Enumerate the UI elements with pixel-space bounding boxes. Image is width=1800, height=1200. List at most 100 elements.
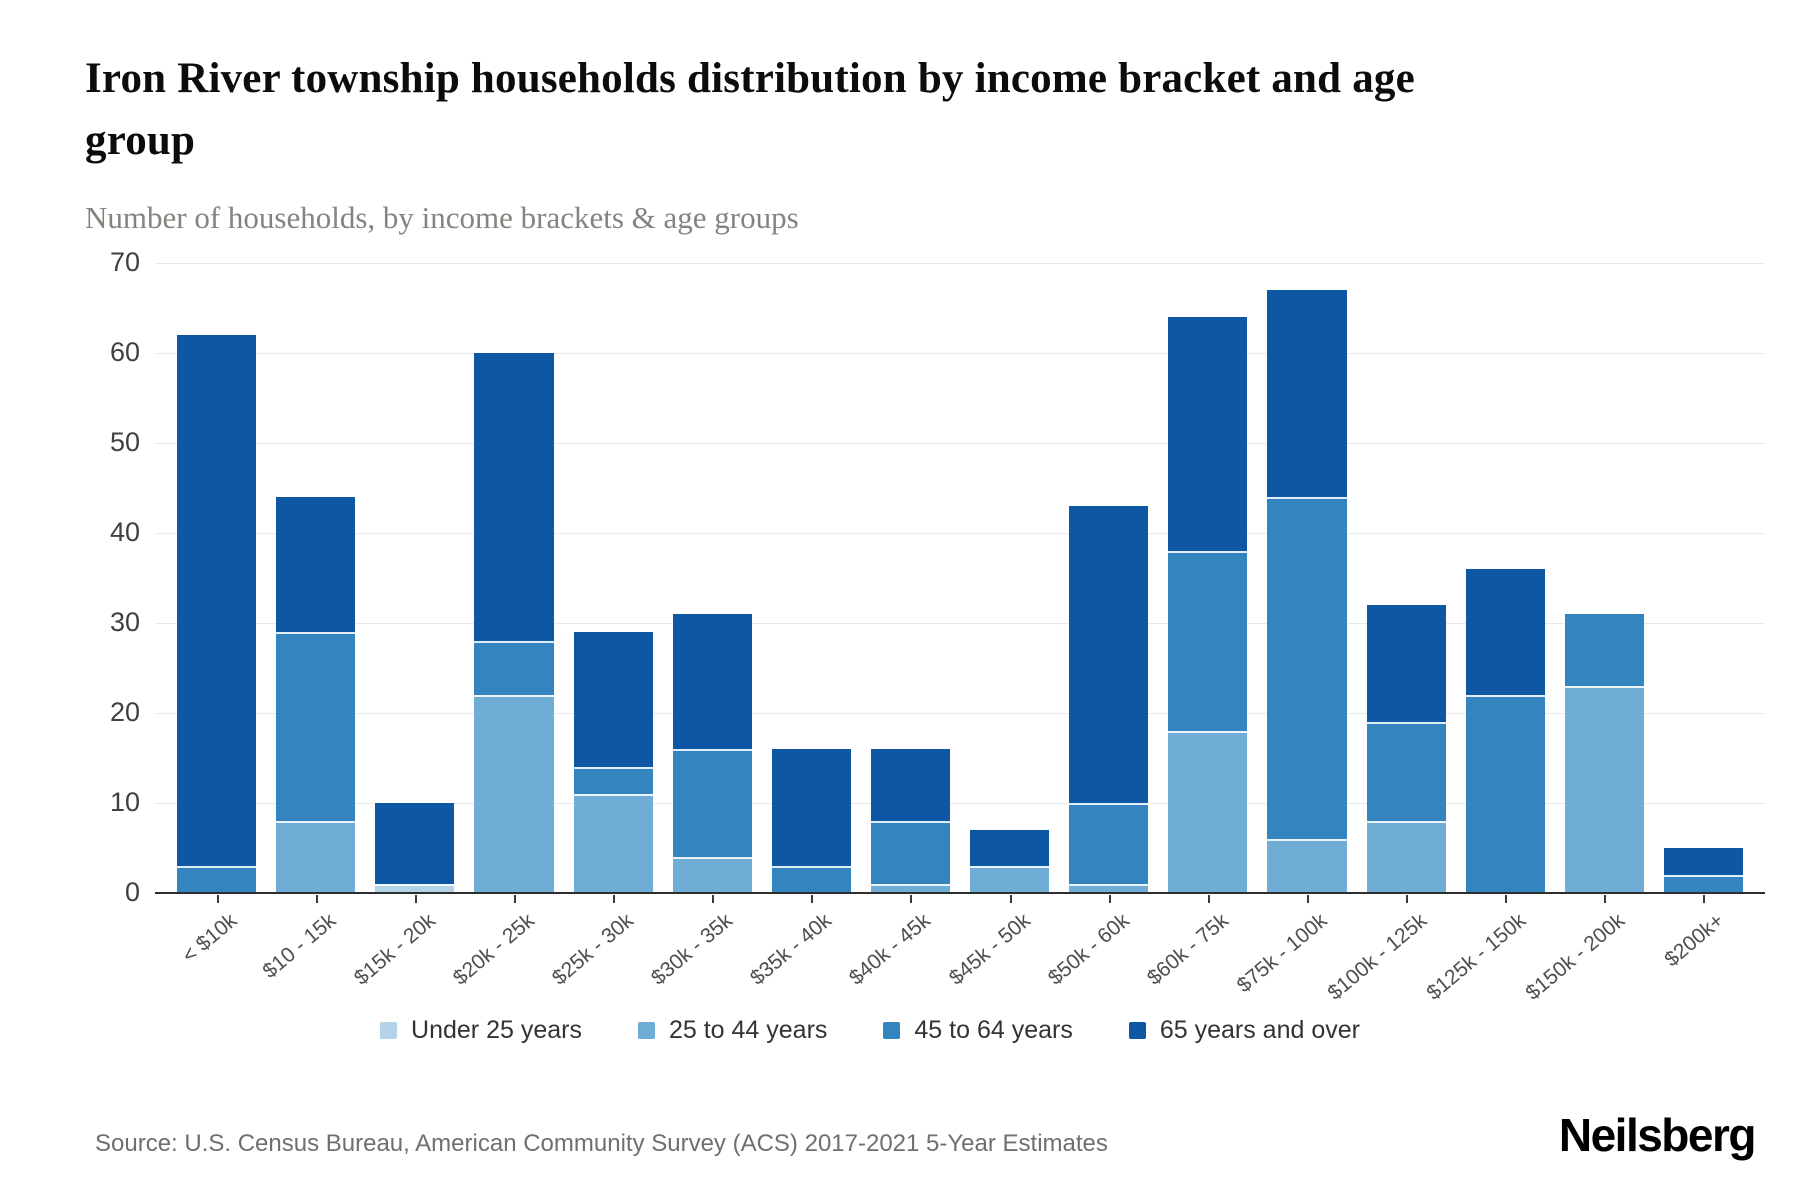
bar-segment[interactable] [375, 884, 455, 893]
bar-segment[interactable] [573, 794, 653, 893]
bar-segment[interactable] [1465, 695, 1545, 893]
bar-segment[interactable] [177, 866, 257, 893]
x-tick-label: $100k - 125k [1323, 909, 1431, 1005]
legend-item[interactable]: 45 to 64 years [883, 1016, 1073, 1045]
bar-segment[interactable] [1366, 821, 1446, 893]
y-tick-label: 30 [109, 607, 140, 637]
bar-segment[interactable] [1663, 848, 1743, 875]
bar-segment[interactable] [1168, 551, 1248, 731]
gridline [155, 713, 1765, 714]
bar-segment[interactable] [276, 632, 356, 821]
bar-segment[interactable] [870, 884, 950, 893]
bar-$15k - 20k: $15k - 20k [350, 803, 455, 990]
y-tick-label: 10 [109, 787, 140, 817]
bar-segment[interactable] [1168, 317, 1248, 551]
bar-$100k - 125k: $100k - 125k [1323, 605, 1446, 1005]
x-axis-tick [1604, 895, 1607, 903]
bar-segment[interactable] [672, 614, 752, 749]
x-tick-label: $150k - 200k [1521, 909, 1630, 1005]
legend-label: 45 to 64 years [914, 1016, 1073, 1044]
x-axis-tick [414, 895, 417, 903]
bar-segment[interactable] [474, 641, 554, 695]
bar-$20k - 25k: $20k - 25k [449, 353, 554, 990]
bar-segment[interactable] [870, 749, 950, 821]
gridline [155, 353, 1765, 354]
bar-segment[interactable] [771, 866, 851, 893]
x-tick-label: < $10k [177, 909, 242, 968]
x-axis-tick [613, 895, 616, 903]
x-tick-label: $15k - 20k [349, 909, 440, 990]
legend-item[interactable]: 25 to 44 years [637, 1016, 828, 1045]
bar-segment[interactable] [474, 353, 554, 641]
bar-segment[interactable] [970, 830, 1050, 866]
plot-area: < $10k $10 - 15k $15k - 20k $20k - 25k $25k … [155, 263, 1765, 1005]
bar-segment[interactable] [1267, 290, 1347, 497]
bar-segment[interactable] [970, 866, 1050, 893]
bar-segment[interactable] [1564, 686, 1644, 893]
bar-segment[interactable] [1267, 839, 1347, 893]
y-tick-label: 20 [109, 697, 140, 727]
x-axis-tick [1306, 895, 1309, 903]
x-tick-label: $40k - 45k [845, 909, 936, 990]
bar-segment[interactable] [1366, 605, 1446, 722]
bar-segment[interactable] [1069, 506, 1149, 803]
bar-segment[interactable] [1267, 497, 1347, 839]
bar-segment[interactable] [1465, 569, 1545, 695]
bar-segment[interactable] [276, 497, 356, 632]
x-tick-label: $200k+ [1660, 909, 1729, 972]
bar-segment[interactable] [573, 767, 653, 794]
gridline [155, 443, 1765, 444]
bar-segment[interactable] [870, 821, 950, 884]
bar-$60k - 75k: $60k - 75k [1143, 317, 1248, 990]
legend-label: 65 years and over [1159, 1016, 1360, 1044]
bar-segment[interactable] [1564, 614, 1644, 686]
bar-$30k - 35k: $30k - 35k [647, 614, 752, 990]
bar-segment[interactable] [177, 335, 257, 866]
chart-title: Iron River township households distribut… [85, 55, 1415, 164]
gridline [155, 623, 1765, 624]
legend-swatch [883, 1022, 901, 1039]
y-tick-label: 0 [124, 877, 140, 907]
y-tick-label: 70 [109, 247, 140, 277]
x-tick-label: $60k - 75k [1142, 909, 1233, 990]
bar-< $10k: < $10k [177, 335, 257, 968]
x-tick-label: $35k - 40k [746, 909, 837, 990]
x-axis-line [155, 892, 1765, 894]
x-tick-label: $75k - 100k [1232, 909, 1332, 998]
legend-swatch [1128, 1022, 1146, 1039]
bar-segment[interactable] [1366, 722, 1446, 821]
bar-segment[interactable] [276, 821, 356, 893]
x-axis-tick [1505, 895, 1508, 903]
bar-$35k - 40k: $35k - 40k [746, 749, 851, 990]
gridline [155, 803, 1765, 804]
legend-swatch [380, 1022, 398, 1039]
x-tick-label: $45k - 50k [944, 909, 1035, 990]
bar-segment[interactable] [474, 695, 554, 893]
bar-segment[interactable] [771, 749, 851, 866]
bar-segment[interactable] [672, 749, 752, 857]
legend-item[interactable]: 65 years and over [1128, 1016, 1360, 1045]
bar-$40k - 45k: $40k - 45k [845, 749, 950, 990]
x-tick-label: $30k - 35k [647, 909, 737, 990]
x-tick-label: $25k - 30k [547, 909, 638, 990]
legend: Under 25 years 25 to 44 years 45 to 64 yea… [0, 1016, 1740, 1045]
bar-segment[interactable] [1069, 803, 1149, 884]
legend-label: 25 to 44 years [668, 1016, 828, 1044]
bar-$125k - 150k: $125k - 150k [1422, 569, 1545, 1005]
bar-$45k - 50k: $45k - 50k [944, 830, 1050, 990]
bar-segment[interactable] [375, 803, 455, 884]
bar-segment[interactable] [1168, 731, 1248, 893]
gridline [155, 533, 1765, 534]
bar-segment[interactable] [672, 857, 752, 893]
legend-swatch [637, 1022, 655, 1039]
bar-segment[interactable] [1069, 884, 1149, 893]
bar-$150k - 200k: $150k - 200k [1521, 614, 1644, 1005]
bar-segment[interactable] [1663, 875, 1743, 893]
legend-item[interactable]: Under 25 years [380, 1016, 582, 1045]
bars: < $10k $10 - 15k $15k - 20k $20k - 25k $25k … [155, 263, 1765, 1005]
x-axis-tick [216, 895, 219, 903]
x-axis-tick [513, 895, 516, 903]
neilsberg-logo: Neilsberg [1558, 1109, 1757, 1161]
gridline [155, 263, 1765, 264]
bar-segment[interactable] [573, 632, 653, 767]
